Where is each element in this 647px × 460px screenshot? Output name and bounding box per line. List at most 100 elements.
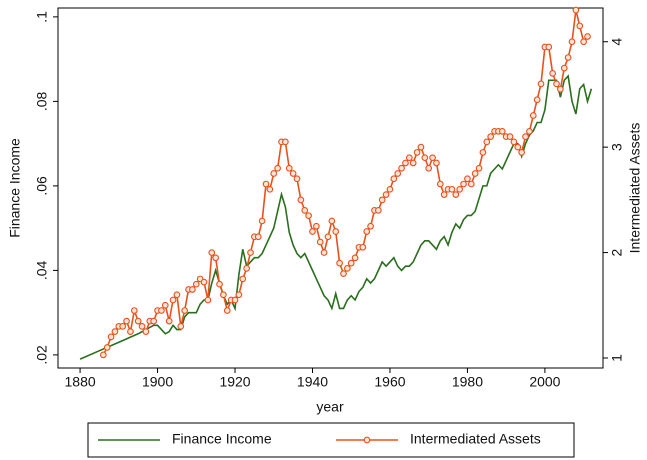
series-marker	[436, 180, 444, 188]
y-axis-title: Finance Income	[7, 138, 23, 238]
series-marker	[394, 170, 402, 177]
series-marker	[398, 164, 405, 172]
legend-label: Intermediated Assets	[410, 431, 541, 447]
series-marker	[433, 159, 440, 167]
series-marker	[390, 175, 398, 183]
series-marker	[483, 138, 491, 146]
series-marker	[452, 191, 460, 198]
series-marker	[460, 180, 467, 188]
series-marker	[204, 296, 212, 304]
series-marker	[200, 278, 208, 286]
series-marker	[313, 222, 320, 230]
series-marker	[293, 175, 301, 183]
series-marker	[382, 191, 390, 198]
series-marker	[351, 254, 359, 262]
series-marker	[560, 64, 568, 72]
series-marker	[336, 259, 343, 267]
series-marker	[359, 243, 367, 251]
series-marker	[177, 323, 185, 330]
series-marker	[142, 328, 150, 335]
series-marker	[506, 133, 514, 140]
y-tick-label: .08	[34, 91, 50, 111]
series-marker	[545, 43, 553, 51]
series-marker	[127, 328, 134, 335]
x-tick-label: 1980	[452, 374, 483, 390]
series-marker	[498, 127, 506, 135]
series-marker	[518, 149, 526, 156]
series-marker	[522, 133, 529, 140]
series-marker	[274, 164, 281, 172]
series-marker	[440, 191, 448, 198]
series-marker	[340, 270, 347, 278]
series-marker	[467, 180, 475, 188]
y-tick-label: .02	[34, 345, 50, 365]
series-marker	[378, 196, 386, 204]
series-marker	[347, 259, 355, 267]
x-tick-label: 1900	[142, 374, 173, 390]
series-marker	[158, 307, 165, 314]
series-marker	[192, 280, 200, 288]
series-marker	[409, 159, 417, 167]
y-tick-label: .1	[34, 11, 50, 23]
series-marker	[262, 180, 270, 188]
x-tick-label: 1960	[374, 374, 405, 390]
series-marker	[134, 317, 142, 325]
series-marker	[130, 307, 138, 314]
series-marker	[107, 333, 115, 341]
series-marker	[150, 317, 158, 325]
series-marker	[487, 133, 495, 140]
x-tick-label: 1880	[65, 374, 96, 390]
series-marker	[181, 307, 189, 314]
series-marker	[332, 228, 340, 235]
x-tick-label: 2000	[529, 374, 560, 390]
series-marker	[471, 170, 479, 177]
series-marker	[456, 185, 464, 193]
series-marker	[425, 164, 433, 172]
series-marker	[111, 328, 119, 335]
series-marker	[223, 307, 231, 314]
series-marker	[320, 249, 328, 256]
y2-tick-label: 3	[609, 143, 625, 151]
series-marker	[316, 238, 324, 246]
series-marker	[475, 164, 483, 172]
series-marker	[243, 265, 250, 272]
y2-axis-title: Intermediated Assets	[627, 123, 643, 254]
series-marker	[289, 170, 297, 177]
series-marker	[161, 301, 169, 309]
series-marker	[305, 212, 312, 220]
series-marker	[584, 33, 591, 40]
series-marker	[235, 291, 243, 299]
series-marker	[266, 185, 274, 193]
series-marker	[254, 233, 262, 241]
series-marker	[239, 275, 247, 283]
x-tick-label: 1920	[219, 374, 250, 390]
series-marker	[270, 170, 278, 177]
series-marker	[421, 154, 429, 162]
series-marker	[405, 154, 413, 162]
series-marker	[580, 38, 587, 46]
series-marker	[529, 112, 537, 119]
series-marker	[189, 286, 196, 293]
series-marker	[208, 249, 216, 256]
y2-tick-label: 2	[609, 248, 625, 256]
series-marker	[324, 233, 332, 241]
y-tick-label: .04	[34, 260, 50, 280]
series-marker	[258, 217, 266, 225]
series-marker	[301, 207, 309, 214]
y2-tick-label: 4	[609, 38, 625, 46]
series-marker	[448, 185, 456, 193]
series-marker	[285, 164, 293, 172]
series-marker	[247, 249, 254, 256]
series-marker	[568, 38, 576, 46]
series-marker	[309, 228, 316, 235]
series-marker	[533, 96, 541, 104]
series-marker	[526, 127, 533, 135]
series-marker	[216, 280, 223, 288]
series-marker	[231, 296, 239, 304]
series-marker	[417, 143, 425, 151]
series-marker	[343, 265, 351, 272]
series-marker	[328, 217, 336, 225]
series-marker	[553, 80, 560, 88]
series-marker	[564, 54, 572, 61]
